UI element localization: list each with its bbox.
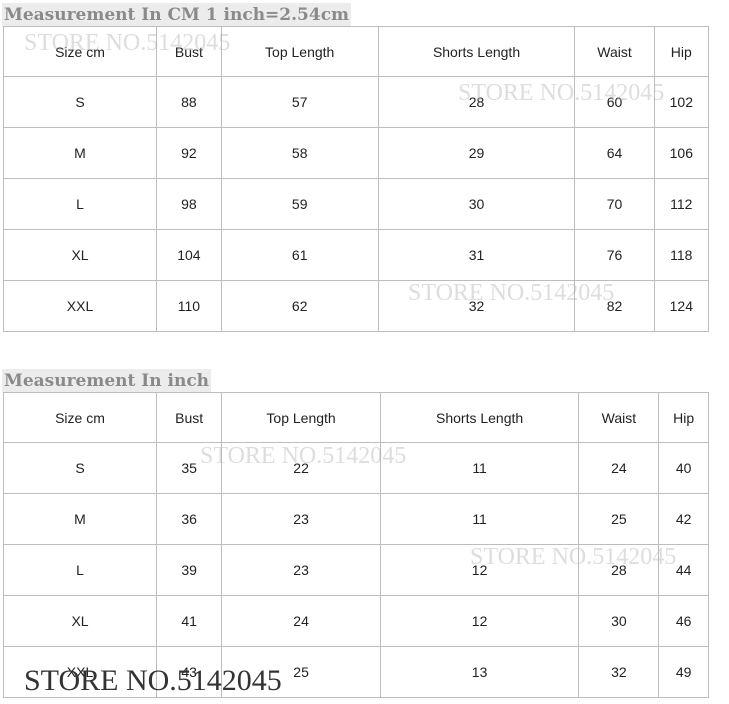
table-cell: 76: [574, 229, 655, 281]
table-cell: 58: [220, 127, 379, 179]
table-cell: 112: [653, 178, 710, 230]
table-cell: 11: [379, 442, 580, 494]
table-row: L 39 23 12 28 44: [3, 544, 709, 596]
table-cell: 49: [658, 646, 709, 698]
table-cell: S: [3, 76, 157, 128]
table-cell: L: [3, 544, 157, 596]
table-row: XL 104 61 31 76 118: [3, 229, 710, 281]
column-header: Bust: [155, 392, 223, 443]
table-cell: XXL: [3, 280, 157, 332]
table-row: S 35 22 11 24 40: [3, 442, 709, 494]
table-cell: 43: [155, 646, 223, 698]
column-header: Waist: [574, 26, 655, 77]
inch-size-table: Size cm Bust Top Length Shorts Length Waist H…: [3, 392, 709, 698]
table-cell: 28: [578, 544, 660, 596]
table-cell: 36: [155, 493, 223, 545]
table-cell: 46: [658, 595, 709, 647]
header-row: Size cm Bust Top Length Shorts Length Waist H…: [3, 26, 710, 77]
table-cell: 30: [578, 595, 660, 647]
table-cell: 88: [156, 76, 222, 128]
table-cell: 39: [155, 544, 223, 596]
table-cell: 92: [156, 127, 222, 179]
table-cell: 12: [379, 595, 580, 647]
column-header: Waist: [578, 392, 660, 443]
table-cell: 22: [221, 442, 381, 494]
table-cell: 82: [574, 280, 655, 332]
table-row: S 88 57 28 60 102: [3, 76, 710, 128]
table-cell: 24: [221, 595, 381, 647]
table-cell: 110: [156, 280, 222, 332]
store-watermark: STORE NO.5142045: [24, 664, 282, 697]
table-cell: 124: [653, 280, 710, 332]
table-cell: 25: [578, 493, 660, 545]
table-cell: 35: [155, 442, 223, 494]
table-cell: 106: [653, 127, 710, 179]
table-cell: 62: [220, 280, 379, 332]
table-cell: 98: [156, 178, 222, 230]
table-cell: 102: [653, 76, 710, 128]
table-cell: 25: [221, 646, 381, 698]
table-cell: 28: [377, 76, 576, 128]
table-cell: 23: [221, 544, 381, 596]
cm-table-title: Measurement In CM 1 inch=2.54cm: [2, 3, 352, 27]
table-cell: S: [3, 442, 157, 494]
table-cell: XL: [3, 595, 157, 647]
table-cell: M: [3, 493, 157, 545]
table-cell: 12: [379, 544, 580, 596]
table-cell: 42: [658, 493, 709, 545]
column-header: Hip: [653, 26, 710, 77]
table-cell: 31: [377, 229, 576, 281]
table-cell: 13: [379, 646, 580, 698]
table-row: M 36 23 11 25 42: [3, 493, 709, 545]
table-cell: 70: [574, 178, 655, 230]
table-cell: 11: [379, 493, 580, 545]
table-cell: 60: [574, 76, 655, 128]
table-cell: 118: [653, 229, 710, 281]
table-cell: 44: [658, 544, 709, 596]
table-row: M 92 58 29 64 106: [3, 127, 710, 179]
table-cell: 41: [155, 595, 223, 647]
inch-table-title: Measurement In inch: [2, 369, 212, 393]
table-cell: 40: [658, 442, 709, 494]
table-cell: 23: [221, 493, 381, 545]
table-cell: XL: [3, 229, 157, 281]
column-header: Size cm: [3, 26, 157, 77]
column-header: Bust: [156, 26, 222, 77]
table-cell: 57: [220, 76, 379, 128]
column-header: Shorts Length: [379, 392, 580, 443]
table-cell: XXL: [3, 646, 157, 698]
column-header: Top Length: [220, 26, 379, 77]
table-cell: 24: [578, 442, 660, 494]
table-row: XXL 110 62 32 82 124: [3, 280, 710, 332]
table-row: XXL 43 25 13 32 49: [3, 646, 709, 698]
table-cell: M: [3, 127, 157, 179]
cm-size-table: Size cm Bust Top Length Shorts Length Waist H…: [3, 26, 710, 332]
column-header: Top Length: [221, 392, 381, 443]
table-cell: 29: [377, 127, 576, 179]
table-row: XL 41 24 12 30 46: [3, 595, 709, 647]
table-row: L 98 59 30 70 112: [3, 178, 710, 230]
table-cell: 104: [156, 229, 222, 281]
table-cell: L: [3, 178, 157, 230]
column-header: Size cm: [3, 392, 157, 443]
header-row: Size cm Bust Top Length Shorts Length Waist H…: [3, 392, 709, 443]
table-cell: 32: [377, 280, 576, 332]
table-cell: 32: [578, 646, 660, 698]
column-header: Shorts Length: [377, 26, 576, 77]
table-cell: 59: [220, 178, 379, 230]
table-cell: 30: [377, 178, 576, 230]
table-cell: 64: [574, 127, 655, 179]
column-header: Hip: [658, 392, 709, 443]
table-cell: 61: [220, 229, 379, 281]
